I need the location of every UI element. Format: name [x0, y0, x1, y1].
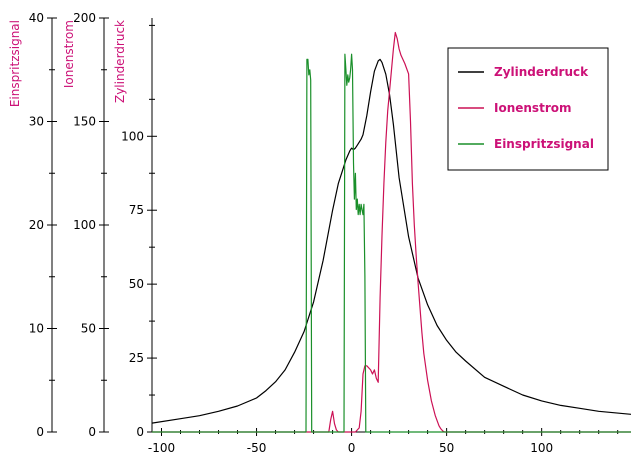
legend: Zylinderdruck Ionenstrom Einspritzsignal	[447, 47, 609, 171]
einspritzsignal-tick-label: 30	[29, 115, 44, 129]
plot-layer	[151, 31, 631, 433]
zylinderdruck-tick-label: 50	[129, 277, 144, 291]
zylinderdruck-tick-label: 25	[129, 351, 144, 365]
zylinderdruck-tick-label: 75	[129, 203, 144, 217]
axes-layer: -100 -50 0 50 1000255075100Zylinderdruck0501…	[8, 11, 631, 455]
ionenstrom-tick-label: 150	[73, 115, 96, 129]
series-line-zylinderdruck	[151, 58, 631, 424]
legend-label: Ionenstrom	[494, 101, 571, 115]
ionenstrom-axis-title: Ionenstrom	[62, 20, 76, 88]
series-line-ionenstrom	[152, 31, 631, 433]
ionenstrom-tick-label: 50	[81, 322, 96, 336]
ionenstrom-tick-label: 200	[73, 11, 96, 25]
ionenstrom-tick-label: 100	[73, 218, 96, 232]
einspritzsignal-tick-label: 20	[29, 218, 44, 232]
x-tick-label: -50	[247, 441, 267, 455]
legend-label: Zylinderdruck	[494, 65, 589, 79]
einspritzsignal-tick-label: 0	[36, 425, 44, 439]
x-tick-label: 100	[530, 441, 553, 455]
zylinderdruck-tick-label: 100	[121, 129, 144, 143]
zylinderdruck-tick-label: 0	[136, 425, 144, 439]
einspritzsignal-tick-label: 10	[29, 322, 44, 336]
x-tick-label: 0	[348, 441, 356, 455]
einspritzsignal-axis-title: Einspritzsignal	[8, 20, 22, 107]
x-tick-label: 50	[439, 441, 454, 455]
series-line-einspritzsignal	[152, 53, 631, 433]
x-tick-label: -100	[148, 441, 175, 455]
legend-label: Einspritzsignal	[494, 137, 594, 151]
legend-box	[447, 47, 609, 171]
einspritzsignal-tick-label: 40	[29, 11, 44, 25]
ionenstrom-tick-label: 0	[88, 425, 96, 439]
zylinderdruck-axis-title: Zylinderdruck	[113, 20, 127, 103]
